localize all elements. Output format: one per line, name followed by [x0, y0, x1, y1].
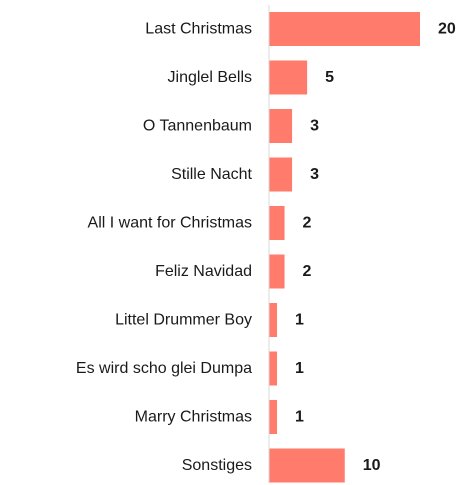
bar-3	[269, 157, 293, 192]
value-label-6: 1	[295, 312, 304, 329]
bar-8	[269, 400, 278, 434]
category-label-1: Jinglel Bells	[168, 69, 252, 86]
bar-0	[269, 12, 420, 46]
category-labels-group: Last Christmas Jinglel Bells O Tannenbaum S…	[76, 21, 253, 475]
value-label-3: 3	[310, 166, 319, 183]
value-label-5: 2	[303, 263, 312, 280]
bar-5	[269, 254, 285, 289]
bar-9	[269, 448, 345, 483]
bar-1	[269, 60, 308, 95]
category-label-2: O Tannenbaum	[143, 118, 252, 135]
value-label-0: 20	[438, 21, 456, 38]
value-label-8: 1	[295, 409, 304, 426]
value-labels-group: 20 5 3 3 2 2 1 1 1 10	[295, 21, 456, 475]
category-label-3: Stille Nacht	[171, 166, 252, 183]
category-label-9: Sonstiges	[182, 457, 252, 474]
value-label-4: 2	[303, 215, 312, 232]
category-label-0: Last Christmas	[145, 21, 252, 38]
bar-4	[269, 206, 285, 240]
category-label-4: All I want for Christmas	[88, 215, 252, 232]
bar-7	[269, 351, 278, 386]
value-label-1: 5	[325, 69, 334, 86]
bars-group	[269, 12, 420, 483]
value-label-9: 10	[363, 457, 381, 474]
value-label-2: 3	[310, 118, 319, 135]
category-label-5: Feliz Navidad	[155, 263, 252, 280]
category-label-8: Marry Christmas	[135, 409, 252, 426]
category-label-7: Es wird scho glei Dumpa	[76, 360, 252, 377]
bar-6	[269, 303, 278, 337]
category-label-6: Littel Drummer Boy	[115, 312, 252, 329]
value-label-7: 1	[295, 360, 304, 377]
bar-2	[269, 109, 293, 143]
